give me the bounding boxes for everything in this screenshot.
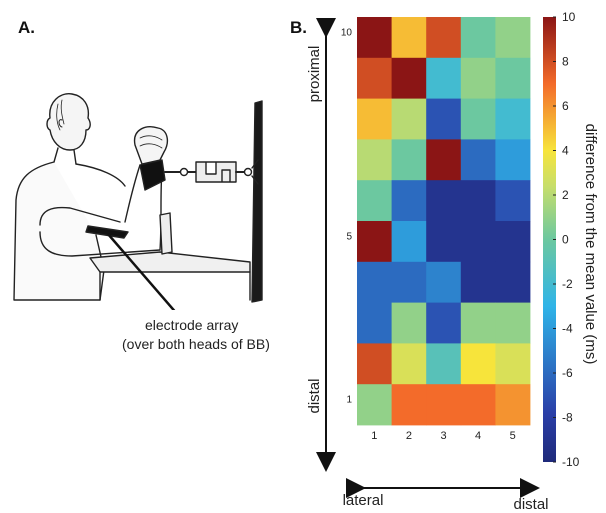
heatmap-cell [460, 139, 496, 181]
heatmap-cell [495, 343, 531, 385]
heatmap-cell [426, 343, 462, 385]
panel-a-label: A. [18, 18, 35, 37]
heatmap-cell [357, 17, 392, 59]
x-axis-left-label: lateral [343, 492, 384, 509]
subject-illustration [13, 93, 263, 310]
upper-arm [39, 206, 121, 226]
colorbar-tick-label: 4 [562, 144, 569, 158]
heatmap-cell [426, 221, 462, 263]
colorbar-label: difference from the mean value (ms) [582, 124, 599, 365]
heatmap-cell [426, 180, 462, 222]
x-tick-label: 5 [510, 430, 516, 442]
heatmap-cell [495, 221, 531, 263]
colorbar-tick-label: -6 [562, 366, 573, 380]
heatmap-cell [495, 302, 531, 344]
colorbar-tick-label: -4 [562, 322, 573, 336]
heatmap-cell [391, 139, 427, 181]
heatmap-cell [357, 57, 392, 99]
heatmap-cell [357, 261, 392, 303]
colorbar [543, 17, 556, 462]
heatmap-cell [357, 302, 392, 344]
heatmap-cell [357, 343, 392, 385]
heatmap-cell [391, 384, 427, 426]
heatmap-cell [391, 180, 427, 222]
fist [133, 126, 169, 165]
heatmap-cell [391, 261, 427, 303]
heatmap-cell [495, 57, 531, 99]
x-tick-label: 2 [406, 430, 412, 442]
forearm [124, 164, 141, 223]
heatmap-cell [391, 17, 427, 59]
heatmap-cell [460, 261, 496, 303]
heatmap-cell [460, 384, 496, 426]
heatmap-y-ticks: 10 5 1 [341, 27, 353, 405]
heatmap-cell [426, 384, 462, 426]
force-transducer-icon [195, 161, 237, 183]
y-axis-bottom-label: distal [306, 378, 323, 413]
torso [13, 161, 105, 301]
colorbar-tick-label: -8 [562, 411, 573, 425]
colorbar-tick-label: -2 [562, 277, 573, 291]
heatmap-x-ticks: 1 2 3 4 5 [371, 430, 516, 442]
heatmap-cell [460, 221, 496, 263]
heatmap-cell [495, 98, 531, 140]
colorbar-tick-label: 0 [562, 233, 569, 247]
wall-frame [251, 100, 263, 303]
colorbar-tick-label: 6 [562, 99, 569, 113]
colorbar-tick-label: -10 [562, 455, 580, 469]
x-tick-label: 1 [371, 430, 377, 442]
y-tick-label: 1 [346, 395, 352, 406]
heatmap-cell [391, 302, 427, 344]
heatmap-cell [460, 17, 496, 59]
heatmap-cell [460, 57, 496, 99]
heatmap-cell [460, 98, 496, 140]
heatmap-cell [495, 261, 531, 303]
heatmap-cell [460, 343, 496, 385]
heatmap-cell [460, 180, 496, 222]
heatmap-cell [495, 384, 531, 426]
colorbar-tick-label: 10 [562, 10, 576, 24]
heatmap-cell [460, 302, 496, 344]
head [46, 93, 91, 151]
y-tick-label: 10 [341, 27, 353, 38]
heatmap-cell [426, 57, 462, 99]
electrode-array-icon [85, 225, 129, 239]
x-tick-label: 3 [440, 430, 446, 442]
heatmap-cell [495, 17, 531, 59]
heatmap-cell [357, 139, 392, 181]
x-tick-label: 4 [475, 430, 481, 442]
caption-over-both-heads: (over both heads of BB) [122, 336, 270, 352]
heatmap-cell [391, 221, 427, 263]
heatmap-cell [426, 17, 462, 59]
heatmap-cell [495, 180, 531, 222]
heatmap-cell [426, 302, 462, 344]
heatmap-cell [426, 98, 462, 140]
heatmap-cell [495, 139, 531, 181]
heatmap-cell [391, 98, 427, 140]
y-tick-label: 5 [346, 231, 352, 242]
heatmap-cell [357, 221, 392, 263]
colorbar-tick-label: 8 [562, 55, 569, 69]
heatmap-cell [391, 57, 427, 99]
heatmap-cell [357, 180, 392, 222]
heatmap-cell [391, 343, 427, 385]
colorbar-ticks: 10 8 6 4 2 0 -2 -4 -6 -8 -10 [553, 10, 580, 469]
y-axis-top-label: proximal [306, 46, 323, 103]
caption-electrode-array: electrode array [145, 317, 239, 333]
heatmap-cells [357, 17, 531, 426]
x-axis-right-label: distal [513, 496, 548, 513]
heatmap-cell [426, 139, 462, 181]
colorbar-tick-label: 2 [562, 188, 569, 202]
armrest [89, 251, 251, 273]
heatmap-cell [357, 98, 392, 140]
heatmap-cell [357, 384, 392, 426]
heatmap-cell [426, 261, 462, 303]
panel-b-label: B. [290, 18, 307, 37]
electrode-leader-line [107, 233, 176, 310]
